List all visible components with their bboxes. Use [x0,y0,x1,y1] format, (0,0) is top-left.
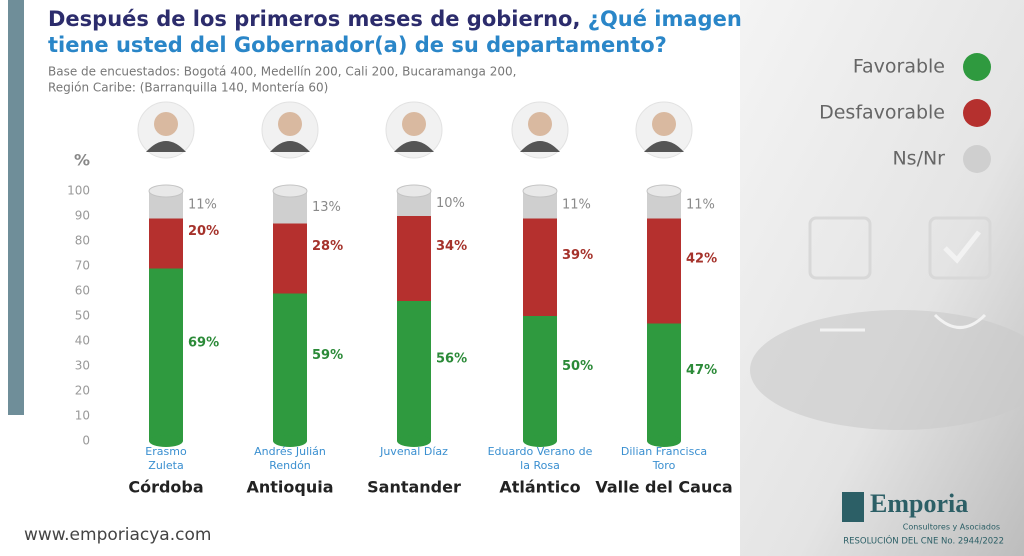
legend-label: Ns/Nr [892,148,945,170]
value-label: 47% [686,363,717,378]
y-tick-label: 30 [75,359,90,373]
bar-bottom [397,435,431,447]
bar-segment [397,216,431,301]
subtitle: Base de encuestados: Bogotá 400, Medellí… [48,65,516,79]
icon-box [808,216,872,280]
candidate-name: Toro [652,459,676,472]
y-tick-label: 0 [82,434,90,448]
bar-cap [148,184,184,198]
candidate-name: Erasmo [145,445,187,458]
value-label: 69% [188,335,219,350]
candidate-name: Rendón [269,459,311,472]
x-tick-label: Córdoba [128,478,203,497]
avatar-face [652,112,676,136]
avatar-body [146,141,186,152]
bar-segment [149,268,183,441]
bar-bottom [523,435,557,447]
logo-resolution: RESOLUCIÓN DEL CNE No. 2944/2022 [843,535,1004,547]
bar-bottom [273,435,307,447]
candidate-name: Eduardo Verano de [488,445,593,458]
legend-swatch [963,53,991,81]
value-label: 11% [562,197,591,212]
candidate-name: la Rosa [520,459,560,472]
avatar-body [394,141,434,152]
bar-segment [149,218,183,269]
side-bar [8,0,24,415]
y-tick-label: 90 [75,209,90,223]
logo-name: Emporia [870,489,968,518]
website: www.emporiacya.com [24,525,211,545]
value-label: 10% [436,196,465,211]
y-tick-label: 70 [75,259,90,273]
avatar-body [520,141,560,152]
chart-title: tiene usted del Gobernador(a) de su depa… [48,33,667,57]
avatar-body [270,141,310,152]
legend-label: Desfavorable [819,102,945,124]
value-label: 20% [188,224,219,239]
avatar-body [644,141,684,152]
check-icon [943,230,981,264]
value-label: 42% [686,252,717,267]
bar-segment [397,301,431,441]
avatar-face [402,112,426,136]
bar-segment [647,323,681,441]
legend-swatch [963,99,991,127]
bar-segment [273,223,307,294]
y-tick-label: 60 [75,284,90,298]
bar-segment [523,316,557,441]
bar-segment [273,293,307,441]
y-tick-label: 40 [75,334,90,348]
avatar-face [154,112,178,136]
x-tick-label: Valle del Cauca [595,478,732,497]
icon-box [928,216,992,280]
bar-bottom [149,435,183,447]
bar-segment [523,218,557,316]
avatar-face [528,112,552,136]
logo-tagline: Consultores y Asociados [903,523,1000,532]
phone-shape [750,310,1024,430]
candidate-name: Zuleta [148,459,183,472]
bar-cap [272,184,308,198]
value-label: 28% [312,239,343,254]
y-tick-label: 20 [75,384,90,398]
value-label: 34% [436,239,467,254]
candidate-name: Juvenal Díaz [379,445,448,458]
value-label: 59% [312,348,343,363]
x-tick-label: Santander [367,478,461,497]
candidate-name: Andrés Julián [254,445,326,458]
x-tick-label: Antioquia [246,478,333,497]
value-label: 39% [562,248,593,263]
legend-swatch [963,145,991,173]
bar-bottom [647,435,681,447]
value-label: 50% [562,359,593,374]
subtitle: Región Caribe: (Barranquilla 140, Monter… [48,81,328,95]
legend-label: Favorable [853,56,945,78]
bar-cap [646,184,682,198]
candidate-name: Dilian Francisca [621,445,707,458]
y-tick-label: 10 [75,409,90,423]
value-label: 11% [188,197,217,212]
y-tick-label: 100 [67,184,90,198]
y-axis-label: % [74,151,90,170]
value-label: 11% [686,197,715,212]
logo-icon [842,492,864,522]
y-tick-label: 50 [75,309,90,323]
x-tick-label: Atlántico [499,478,580,497]
face-icons [820,313,987,332]
value-label: 56% [436,352,467,367]
value-label: 13% [312,200,341,215]
avatar-face [278,112,302,136]
y-tick-label: 80 [75,234,90,248]
chart-title: Después de los primeros meses de gobiern… [48,7,742,31]
bar-cap [522,184,558,198]
bar-cap [396,184,432,198]
bar-segment [647,218,681,324]
